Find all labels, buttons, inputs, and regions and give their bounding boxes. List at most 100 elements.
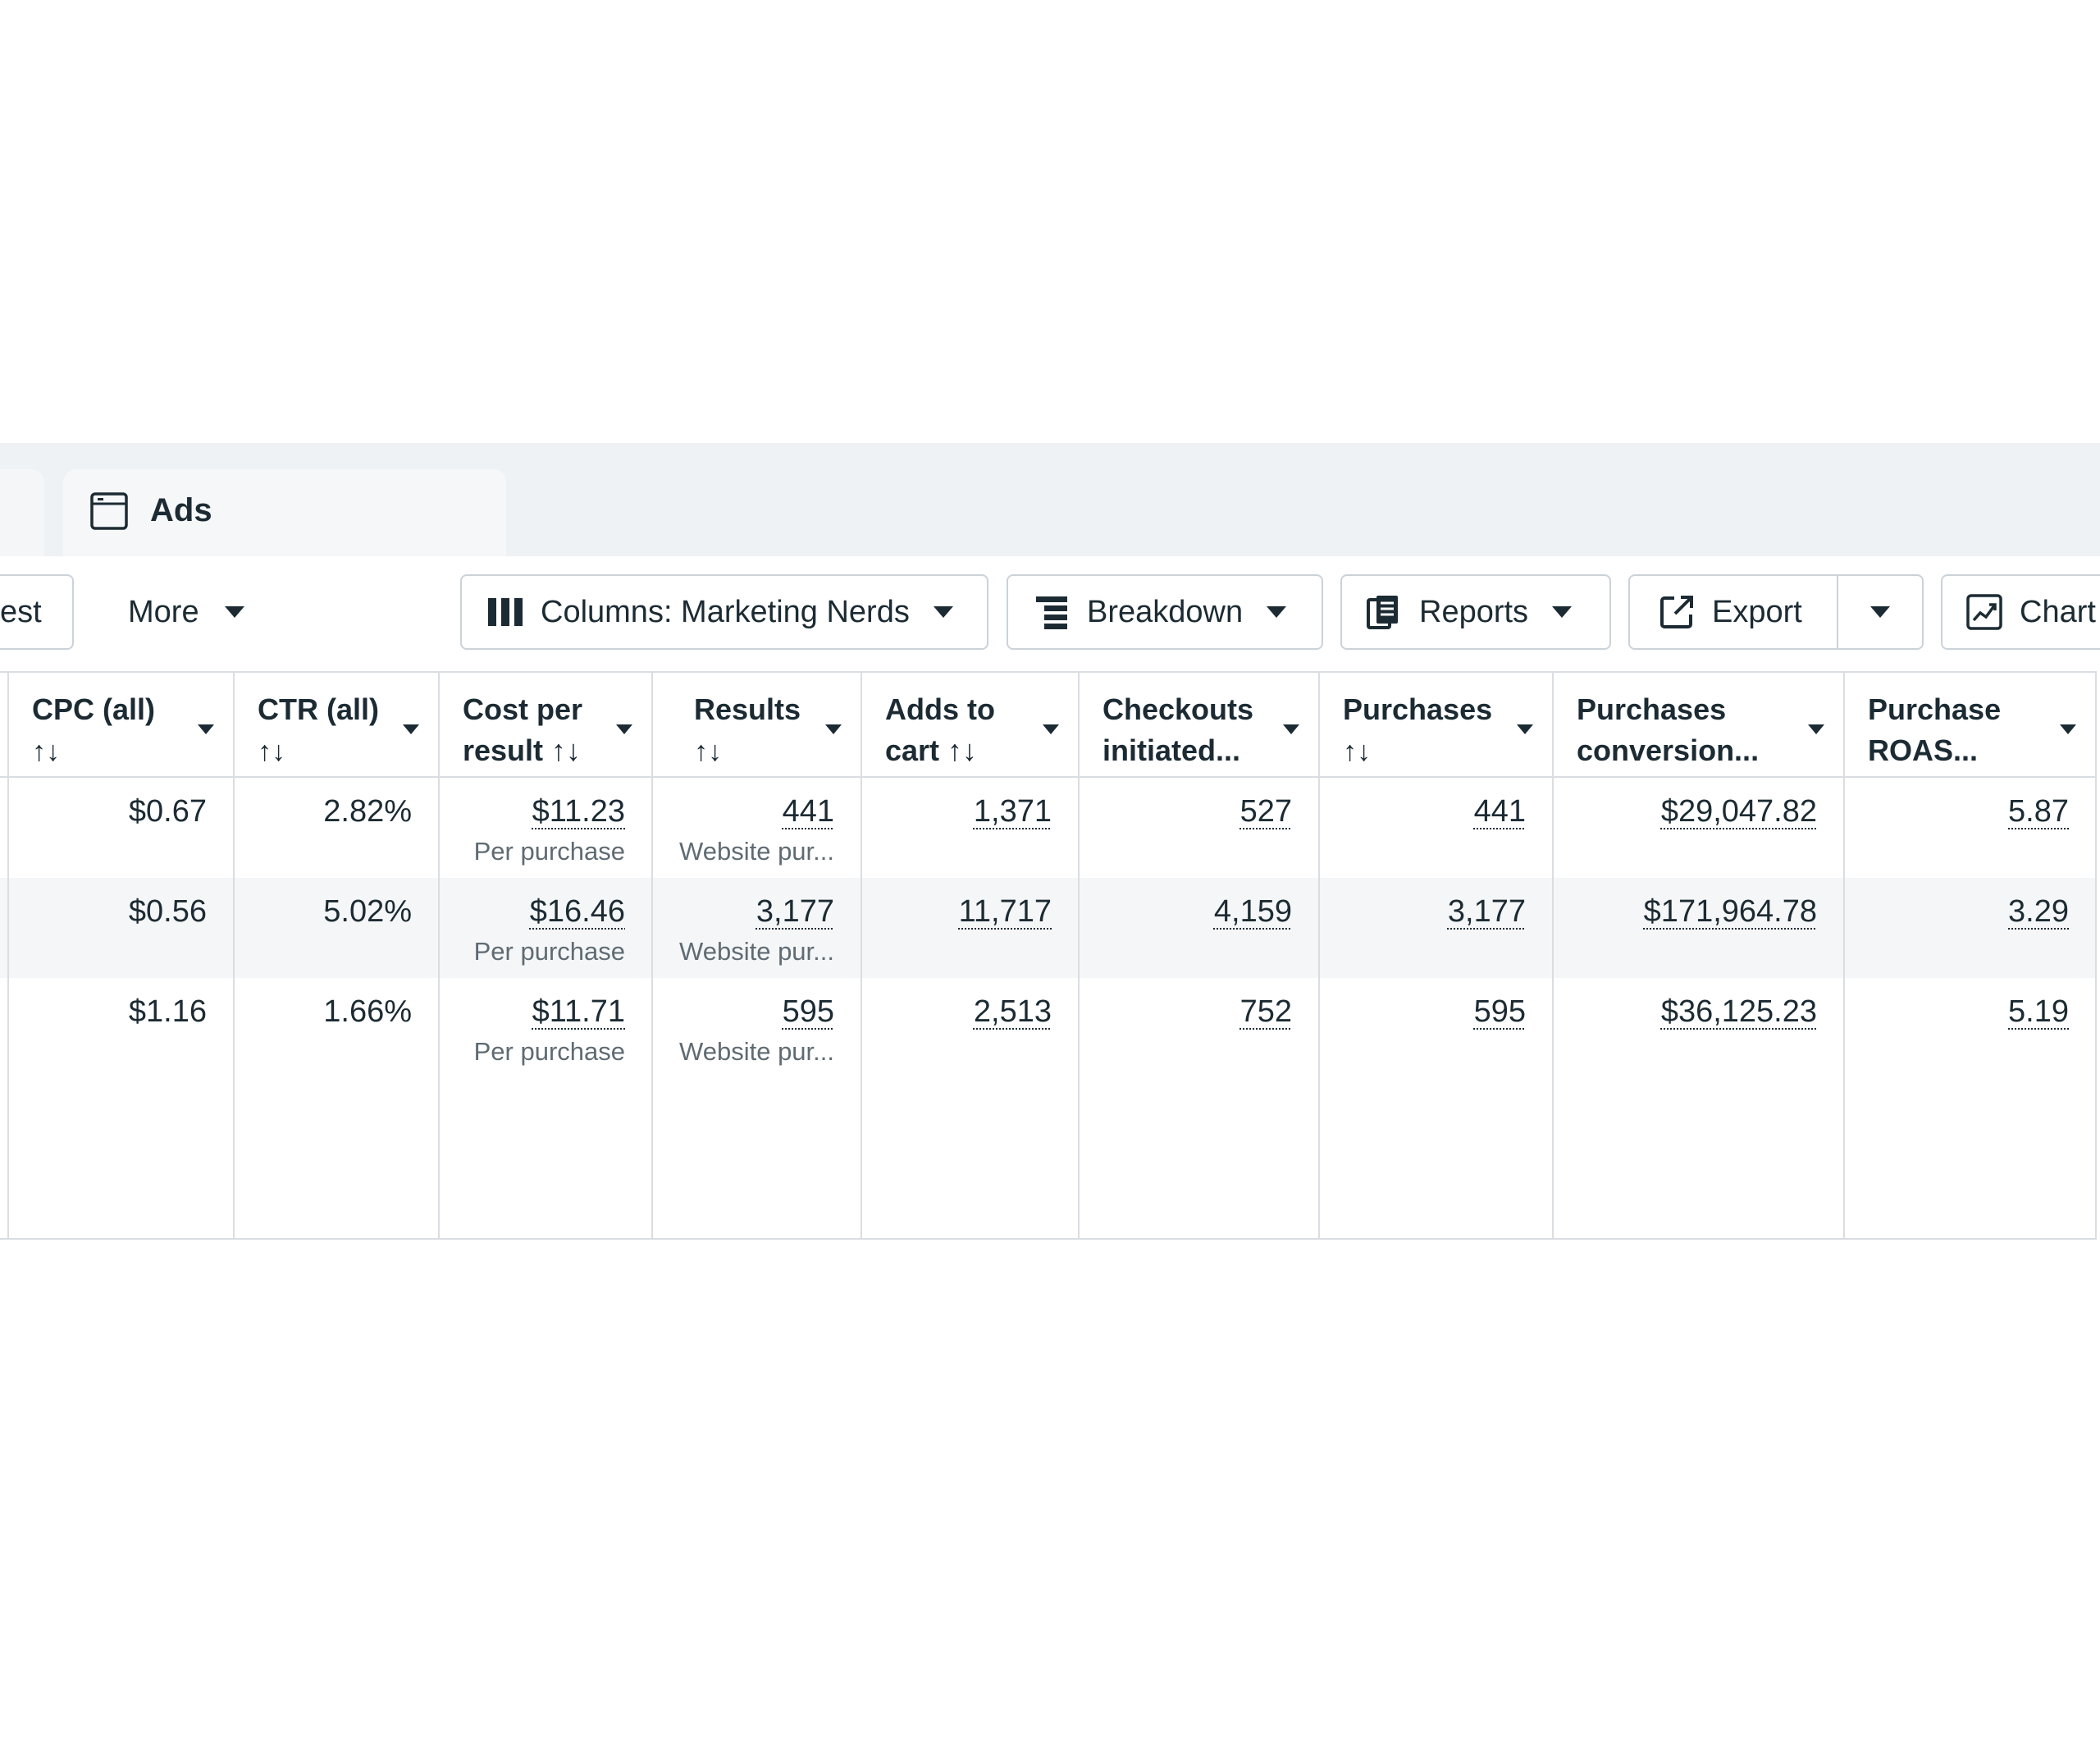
header-purchases[interactable]: Purchases ↑↓ bbox=[1319, 671, 1554, 778]
roas-value[interactable]: 3.29 bbox=[2008, 894, 2069, 929]
partial-button[interactable]: est bbox=[0, 574, 74, 650]
roas-value[interactable]: 5.19 bbox=[2008, 994, 2069, 1029]
columns-button[interactable]: Columns: Marketing Nerds bbox=[460, 574, 988, 650]
header-label-line2: initiated... bbox=[1102, 733, 1241, 767]
columns-label: Columns: Marketing Nerds bbox=[541, 594, 910, 629]
roas-cell: 3.29 bbox=[1844, 878, 2097, 978]
checkouts-value[interactable]: 527 bbox=[1239, 794, 1292, 829]
chevron-down-icon[interactable] bbox=[1282, 724, 1300, 735]
tab-previous[interactable] bbox=[0, 469, 44, 556]
header-label-line2: ROAS... bbox=[1868, 733, 1979, 767]
export-icon bbox=[1660, 596, 1693, 628]
chevron-down-icon[interactable] bbox=[1807, 724, 1825, 735]
reports-label: Reports bbox=[1419, 594, 1529, 629]
header-label: CPC (all) bbox=[32, 692, 156, 726]
chevron-down-icon[interactable] bbox=[197, 724, 215, 735]
results-cell: 441 Website pur... bbox=[652, 777, 862, 878]
checkouts-cell: 527 bbox=[1079, 777, 1320, 878]
cost-per-result-cell: $11.71 Per purchase bbox=[439, 978, 653, 1078]
purchases-value[interactable]: 441 bbox=[1473, 794, 1526, 829]
sort-icon[interactable]: ↑↓ bbox=[32, 736, 60, 767]
chevron-down-icon[interactable] bbox=[615, 724, 633, 735]
col-stub bbox=[0, 671, 9, 778]
columns-icon bbox=[488, 598, 523, 626]
header-adds-to-cart[interactable]: Adds to cart ↑↓ bbox=[861, 671, 1080, 778]
conversion-value[interactable]: $29,047.82 bbox=[1660, 794, 1817, 829]
breakdown-button[interactable]: Breakdown bbox=[1007, 574, 1323, 650]
results-subtext: Website pur... bbox=[679, 1037, 834, 1066]
cost-per-result-cell: $16.46 Per purchase bbox=[439, 878, 653, 978]
header-label: CTR (all) bbox=[258, 692, 379, 726]
cpc-value: $0.56 bbox=[128, 894, 207, 929]
sort-icon[interactable]: ↑↓ bbox=[258, 736, 285, 767]
tab-ads-label: Ads bbox=[150, 492, 212, 528]
cost-per-result-subtext: Per purchase bbox=[473, 837, 625, 866]
header-label: Cost per bbox=[463, 692, 583, 726]
header-purchase-roas[interactable]: Purchase ROAS... bbox=[1844, 671, 2097, 778]
header-label-line2: result ↑↓ bbox=[463, 733, 582, 767]
header-cost-per-result[interactable]: Cost per result ↑↓ bbox=[439, 671, 653, 778]
more-label: More bbox=[128, 594, 199, 629]
cost-per-result-value[interactable]: $11.71 bbox=[532, 994, 625, 1029]
table-row: $0.67 2.82% $11.23 Per purchase 441 Websit… bbox=[0, 777, 2097, 878]
table-row: $1.16 1.66% $11.71 Per purchase 595 Websit… bbox=[0, 978, 2097, 1078]
checkouts-value[interactable]: 4,159 bbox=[1213, 894, 1292, 929]
chevron-down-icon[interactable] bbox=[1042, 724, 1060, 735]
ctr-cell: 1.66% bbox=[234, 978, 440, 1078]
reports-button[interactable]: Reports bbox=[1340, 574, 1611, 650]
adds-to-cart-value[interactable]: 1,371 bbox=[973, 794, 1052, 829]
results-value[interactable]: 595 bbox=[782, 994, 834, 1029]
header-checkouts-initiated[interactable]: Checkouts initiated... bbox=[1079, 671, 1320, 778]
export-dropdown-button[interactable] bbox=[1837, 574, 1924, 650]
header-label: Results bbox=[694, 692, 801, 726]
cost-per-result-value[interactable]: $11.23 bbox=[532, 794, 625, 829]
more-button[interactable]: More bbox=[128, 574, 245, 650]
header-purchases-conversion-value[interactable]: Purchases conversion... bbox=[1553, 671, 1845, 778]
adds-to-cart-value[interactable]: 2,513 bbox=[973, 994, 1052, 1029]
chevron-down-icon[interactable] bbox=[402, 724, 420, 735]
table-row: $0.56 5.02% $16.46 Per purchase 3,177 Webs… bbox=[0, 878, 2097, 978]
export-button[interactable]: Export bbox=[1628, 574, 1838, 650]
ctr-cell: 2.82% bbox=[234, 777, 440, 878]
conversion-value-cell: $29,047.82 bbox=[1553, 777, 1845, 878]
sort-icon[interactable]: ↑↓ bbox=[1343, 736, 1371, 767]
cpc-value: $1.16 bbox=[128, 994, 207, 1029]
conversion-value-cell: $171,964.78 bbox=[1553, 878, 1845, 978]
chevron-down-icon bbox=[224, 606, 244, 618]
purchases-value[interactable]: 595 bbox=[1473, 994, 1526, 1029]
chart-label: Chart bbox=[2020, 594, 2096, 629]
results-value[interactable]: 441 bbox=[782, 794, 834, 829]
conversion-value[interactable]: $36,125.23 bbox=[1660, 994, 1817, 1029]
cost-per-result-value[interactable]: $16.46 bbox=[529, 894, 625, 929]
ctr-value: 2.82% bbox=[323, 794, 412, 829]
results-value[interactable]: 3,177 bbox=[756, 894, 834, 929]
chevron-down-icon[interactable] bbox=[824, 724, 842, 735]
conversion-value-cell: $36,125.23 bbox=[1553, 978, 1845, 1078]
sort-icon[interactable]: ↑↓ bbox=[694, 736, 722, 767]
purchases-cell: 441 bbox=[1319, 777, 1554, 878]
purchases-cell: 595 bbox=[1319, 978, 1554, 1078]
purchases-value[interactable]: 3,177 bbox=[1447, 894, 1526, 929]
partial-button-label: est bbox=[0, 594, 42, 629]
results-cell: 3,177 Website pur... bbox=[652, 878, 862, 978]
tab-ads[interactable]: Ads bbox=[63, 469, 506, 556]
ctr-value: 1.66% bbox=[323, 994, 412, 1029]
header-label-line2: conversion... bbox=[1577, 733, 1760, 767]
chevron-down-icon[interactable] bbox=[2059, 724, 2077, 735]
toolbar: est More Columns: Marketing Nerds Breakd… bbox=[0, 556, 2100, 671]
header-ctr[interactable]: CTR (all) ↑↓ bbox=[234, 671, 440, 778]
roas-cell: 5.19 bbox=[1844, 978, 2097, 1078]
roas-value[interactable]: 5.87 bbox=[2008, 794, 2069, 829]
header-label: Purchase bbox=[1868, 692, 2002, 726]
adds-to-cart-value[interactable]: 11,717 bbox=[958, 894, 1052, 929]
checkouts-value[interactable]: 752 bbox=[1239, 994, 1292, 1029]
header-label: Checkouts bbox=[1102, 692, 1254, 726]
chevron-down-icon[interactable] bbox=[1516, 724, 1534, 735]
breakdown-icon bbox=[1036, 596, 1067, 629]
cost-per-result-cell: $11.23 Per purchase bbox=[439, 777, 653, 878]
chart-button[interactable]: Chart bbox=[1941, 574, 2100, 650]
conversion-value[interactable]: $171,964.78 bbox=[1643, 894, 1817, 929]
header-cpc[interactable]: CPC (all) ↑↓ bbox=[8, 671, 235, 778]
header-results[interactable]: Results ↑↓ bbox=[652, 671, 862, 778]
cpc-cell: $0.56 bbox=[8, 878, 235, 978]
